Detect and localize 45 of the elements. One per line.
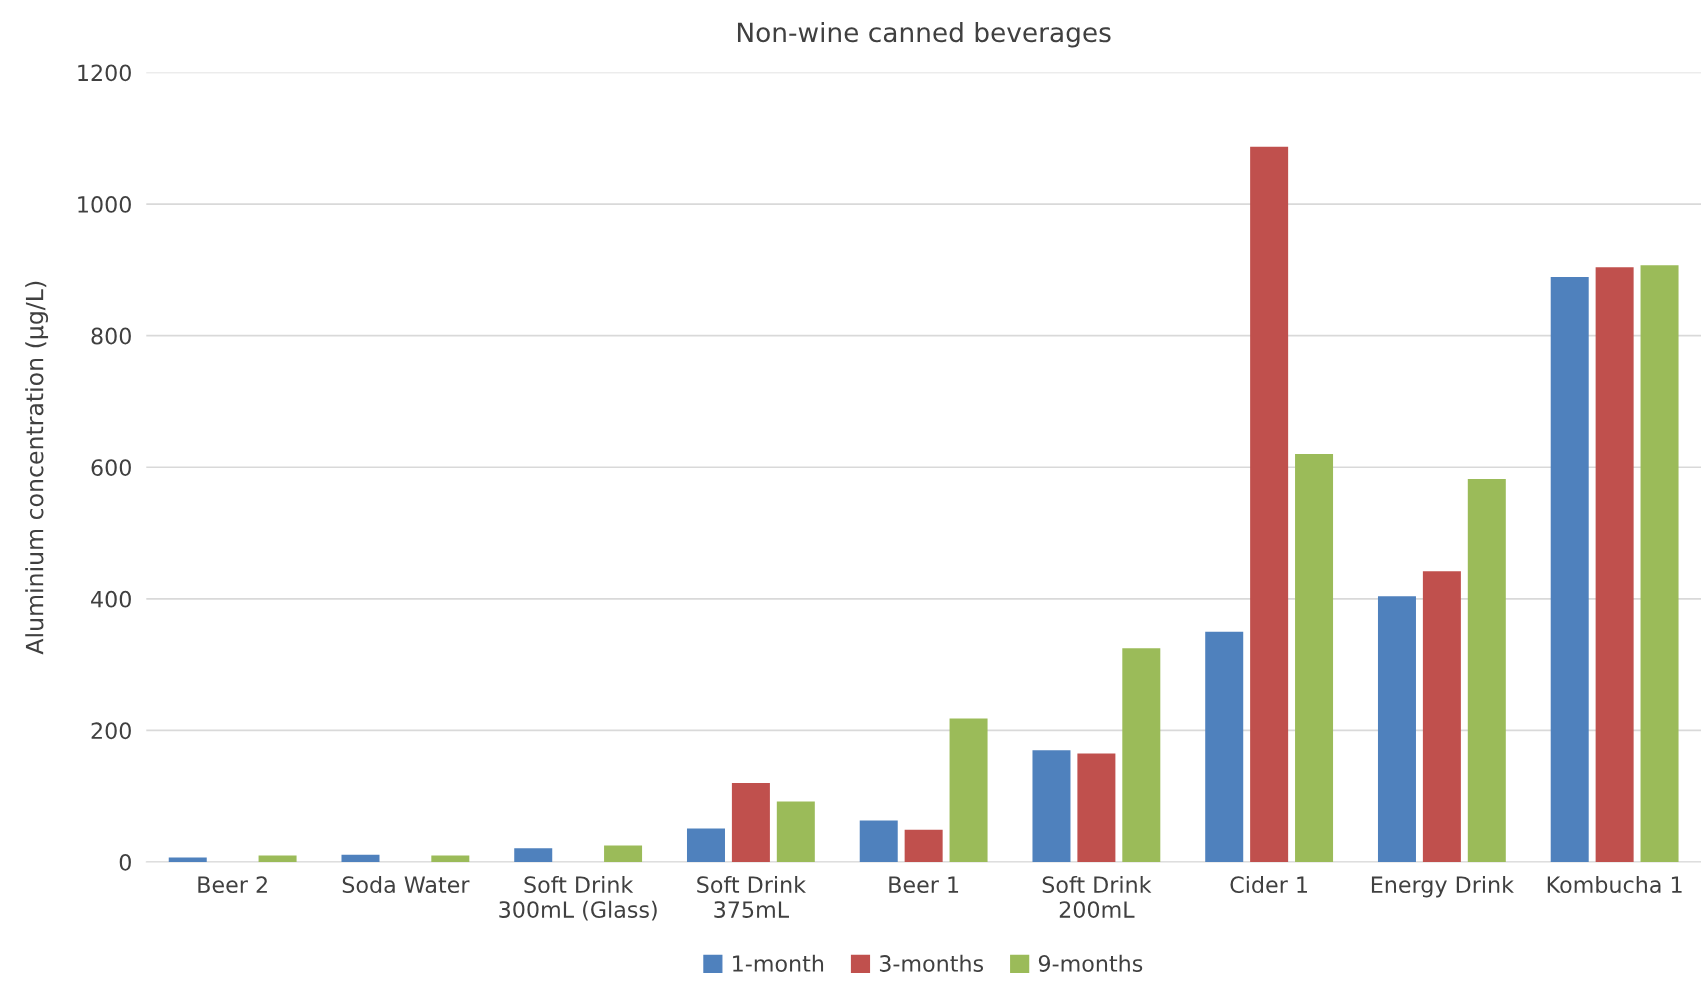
bar xyxy=(776,801,815,862)
bar xyxy=(949,718,988,862)
bar xyxy=(1377,596,1416,862)
y-tick-label: 1200 xyxy=(78,64,131,82)
bar xyxy=(604,845,643,862)
bar xyxy=(1250,146,1289,862)
x-tick-label: Kombucha 1 xyxy=(1547,875,1682,894)
bar xyxy=(514,848,553,862)
x-tick-label: Beer 2 xyxy=(198,876,267,894)
bar xyxy=(1077,753,1116,862)
x-tick-label: Soft Drink 375mL xyxy=(697,875,806,918)
x-tick-label: Soft Drink 300mL (Glass) xyxy=(499,875,657,921)
x-tick-label: Beer 1 xyxy=(889,876,959,894)
bar xyxy=(1422,571,1461,862)
bar xyxy=(341,854,380,862)
x-tick-label: Energy Drink xyxy=(1371,875,1514,898)
bar xyxy=(1032,750,1071,862)
y-tick-label: 200 xyxy=(91,722,131,740)
bar xyxy=(686,828,725,862)
bar xyxy=(1467,479,1506,862)
bar xyxy=(1640,265,1679,862)
bar xyxy=(859,820,898,862)
bar xyxy=(731,783,770,862)
x-tick-label: Soft Drink 200mL xyxy=(1042,875,1152,918)
y-tick-label: 400 xyxy=(91,590,131,608)
bar xyxy=(168,857,207,862)
x-tick-label: Soda Water xyxy=(342,875,470,894)
y-tick-label: 800 xyxy=(91,327,131,345)
x-tick-label: Cider 1 xyxy=(1230,875,1307,894)
bar xyxy=(1122,648,1161,862)
y-tick-label: 600 xyxy=(91,459,131,477)
legend-label: 3-months xyxy=(879,954,984,972)
bar xyxy=(1595,267,1634,862)
bar xyxy=(258,855,297,862)
bar xyxy=(1295,454,1334,862)
y-axis-title: Aluminium concentration (µg/L) xyxy=(25,281,49,655)
bar xyxy=(1550,277,1589,862)
bar xyxy=(1205,631,1244,862)
legend-label: 9-months xyxy=(1038,954,1143,972)
chart-title: Non-wine canned beverages xyxy=(737,21,1111,48)
bar xyxy=(904,829,943,862)
bar xyxy=(431,855,470,862)
legend-label: 1-month xyxy=(733,954,824,972)
y-tick-label: 1000 xyxy=(78,196,131,213)
y-tick-label: 0 xyxy=(119,853,131,871)
